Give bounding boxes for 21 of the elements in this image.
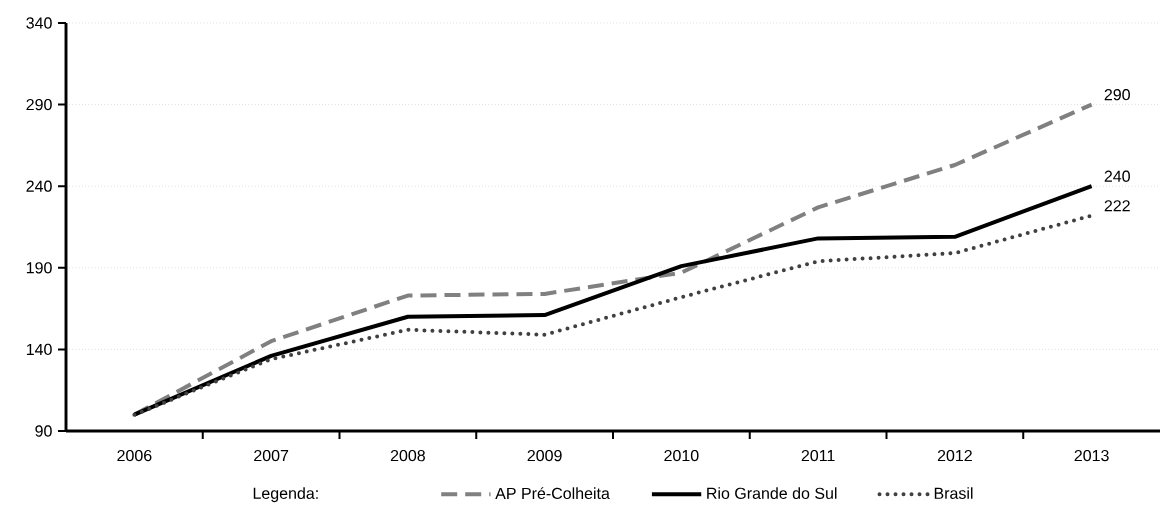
y-tick-label: 190: [26, 262, 52, 274]
y-tick-label: 240: [26, 180, 52, 192]
x-tick-label: 2009: [527, 449, 562, 462]
x-tick-label: 2006: [117, 449, 152, 462]
x-tick-label: 2008: [390, 449, 425, 462]
annotation: 222: [1104, 200, 1130, 212]
x-tick-label: 2013: [1074, 449, 1109, 462]
legend-label: Brasil: [934, 487, 973, 499]
annotation: 290: [1104, 89, 1130, 101]
x-tick-label: 2012: [937, 449, 972, 462]
x-tick-label: 2010: [664, 449, 699, 462]
legend-title: Legenda:: [253, 487, 318, 503]
y-tick-label: 90: [35, 425, 52, 437]
legend-label: AP Pré-Colheita: [495, 487, 610, 500]
y-tick-label: 290: [26, 98, 52, 111]
legend-label: Rio Grande do Sul: [707, 487, 837, 499]
annotation: 240: [1104, 170, 1130, 182]
x-tick-label: 2007: [254, 449, 289, 462]
y-tick-label: 140: [26, 343, 52, 356]
x-tick-label: 2011: [801, 449, 835, 462]
y-tick-label: 340: [26, 17, 52, 29]
